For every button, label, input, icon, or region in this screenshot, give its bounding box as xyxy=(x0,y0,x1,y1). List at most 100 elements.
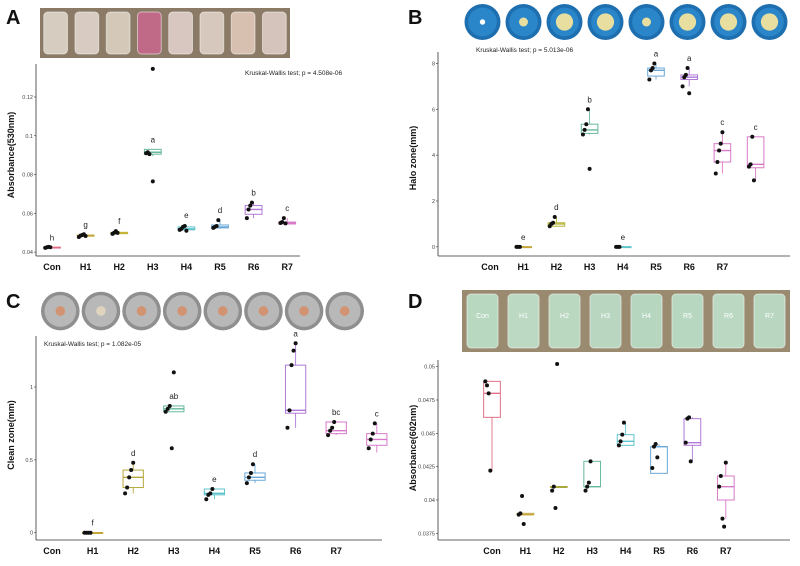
tube xyxy=(74,11,100,55)
x-tick-label: R6 xyxy=(248,262,260,272)
significance-letter: c xyxy=(285,204,289,213)
data-point xyxy=(372,421,377,426)
significance-letter: a xyxy=(687,54,692,63)
x-tick-label: R7 xyxy=(330,546,342,556)
box-7: bc xyxy=(325,408,347,438)
x-tick-label: H4 xyxy=(617,262,629,272)
data-point xyxy=(131,460,136,465)
panel-letter-c: C xyxy=(6,291,20,313)
colony xyxy=(596,13,615,31)
y-tick-label: 0.0425 xyxy=(418,465,435,471)
x-tick-label: Con xyxy=(483,546,501,556)
data-point xyxy=(332,419,337,424)
tube xyxy=(105,11,131,55)
data-point xyxy=(553,506,558,510)
box-7 xyxy=(716,460,735,529)
tube xyxy=(262,11,287,55)
significance-letter: f xyxy=(91,519,94,528)
box-4: e xyxy=(177,211,196,233)
significance-letter: c xyxy=(754,123,758,132)
kruskal-annotation-a: Kruskal-Wallis test; p = 4.508e-06 xyxy=(245,70,343,77)
data-point xyxy=(655,455,660,460)
x-tick-label: H1 xyxy=(517,262,529,272)
data-point xyxy=(555,362,560,366)
colony xyxy=(479,19,486,25)
x-tick-label: H2 xyxy=(113,262,125,272)
data-point xyxy=(281,216,286,221)
data-point xyxy=(249,200,254,205)
data-point xyxy=(552,215,557,220)
photo-strip-c xyxy=(41,291,364,331)
significance-letter: d xyxy=(253,450,257,459)
data-point xyxy=(366,446,371,451)
box-body xyxy=(647,67,665,77)
box-body xyxy=(583,460,602,488)
data-point xyxy=(713,171,718,176)
x-tick-label: H2 xyxy=(551,262,563,272)
tube xyxy=(589,293,622,349)
data-point xyxy=(293,341,298,346)
y-axis-label-b: Halo zone(mm) xyxy=(408,126,418,191)
chart-b: 0 2 4 6 8 Con H1 H2 H3 H4 R5 R6 R7 e d b e a a c c xyxy=(432,49,790,272)
data-point xyxy=(125,485,130,490)
box-4 xyxy=(616,420,635,448)
tube xyxy=(671,293,704,349)
data-point xyxy=(182,223,187,228)
data-point xyxy=(210,487,215,491)
box-body xyxy=(580,123,599,134)
significance-letter: c xyxy=(720,118,724,127)
box-6: b xyxy=(244,189,263,221)
box-1 xyxy=(516,494,535,526)
box-body xyxy=(284,364,307,414)
y-tick-label: 6 xyxy=(432,107,435,113)
x-tick-label: R5 xyxy=(653,546,665,556)
data-point xyxy=(650,466,655,470)
data-point xyxy=(586,480,591,485)
data-point xyxy=(370,431,375,436)
x-tick-label: Con xyxy=(43,262,61,272)
y-tick-label: 0 xyxy=(432,245,435,251)
data-point xyxy=(167,403,172,408)
chart-d: 0.0375 0.04 0.0425 0.045 0.0475 0.05 Con H1 H2 H3… xyxy=(418,360,790,556)
tube xyxy=(230,11,256,55)
significance-letter: d xyxy=(218,206,222,215)
significance-letter: a xyxy=(293,329,298,338)
tube-label: Con xyxy=(476,313,489,320)
data-point xyxy=(585,107,590,112)
box-2: d xyxy=(547,203,566,229)
data-point xyxy=(683,72,688,77)
y-axis-label-c: Clean zone(mm) xyxy=(6,400,16,470)
y-tick-label: 0.04 xyxy=(424,498,435,504)
colony xyxy=(760,13,779,31)
y-tick-label: 8 xyxy=(432,61,435,67)
box-1: g xyxy=(76,220,95,239)
tube xyxy=(466,293,499,349)
significance-letter: e xyxy=(621,233,626,242)
data-point xyxy=(687,415,692,420)
box-body xyxy=(483,380,501,418)
data-point xyxy=(518,511,523,516)
y-tick-label: 0 xyxy=(30,531,33,537)
box-4: e xyxy=(614,233,632,249)
tube-label: H4 xyxy=(642,313,651,320)
data-point xyxy=(584,122,589,127)
colony xyxy=(519,17,528,27)
data-point xyxy=(520,494,525,498)
data-point xyxy=(685,66,690,71)
tube-label: R6 xyxy=(724,313,733,320)
data-point xyxy=(123,491,128,496)
data-point xyxy=(720,516,725,521)
data-point xyxy=(291,348,296,353)
x-tick-label: H1 xyxy=(87,546,99,556)
y-tick-label: 0.1 xyxy=(25,134,33,140)
data-point xyxy=(521,522,526,526)
tube xyxy=(199,11,225,55)
y-tick-label: 2 xyxy=(432,199,435,205)
x-tick-label: R6 xyxy=(683,262,695,272)
data-point xyxy=(582,127,587,132)
plot-area: 0.04 0.06 0.08 0.1 0.12 Con H1 H2 H3 H4 R5 R6 R7 h g f a… xyxy=(22,49,790,556)
data-point xyxy=(83,234,88,239)
x-tick-label: H2 xyxy=(127,546,139,556)
colony xyxy=(96,306,106,316)
